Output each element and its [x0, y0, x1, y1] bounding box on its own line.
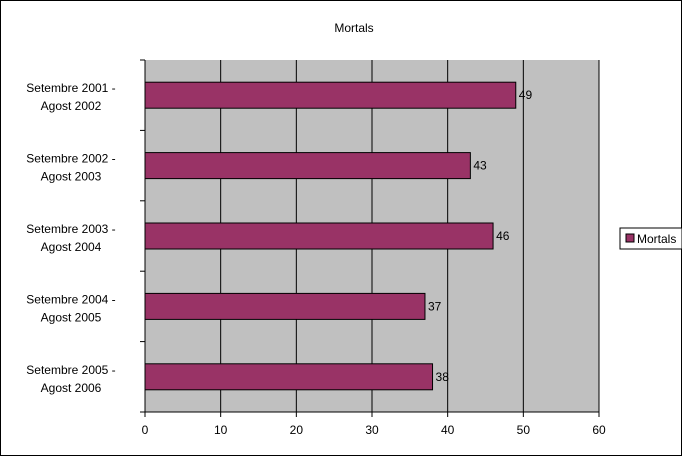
data-label: 49 [519, 88, 533, 102]
bar-2[interactable] [144, 152, 471, 180]
data-label: 37 [428, 299, 442, 313]
category-label: Setembre 2003 - [26, 222, 115, 236]
data-label: 46 [496, 229, 510, 243]
x-tick-label: 20 [290, 423, 304, 437]
bar-4[interactable] [144, 292, 426, 320]
legend-swatch [625, 233, 635, 243]
legend-box [619, 227, 682, 250]
x-tick-label: 10 [214, 423, 228, 437]
bar-5[interactable] [144, 363, 434, 391]
category-label: Agost 2004 [41, 240, 102, 254]
x-tick-label: 50 [517, 423, 531, 437]
legend-label: Mortals [637, 232, 676, 246]
data-label: 38 [436, 370, 450, 384]
bar-1[interactable] [144, 81, 517, 109]
category-label: Agost 2002 [41, 99, 102, 113]
category-label: Setembre 2004 - [26, 292, 115, 306]
x-tick-label: 30 [365, 423, 379, 437]
x-tick-label: 40 [441, 423, 455, 437]
category-label: Setembre 2005 - [26, 363, 115, 377]
category-label: Setembre 2002 - [26, 152, 115, 166]
category-label: Setembre 2001 - [26, 81, 115, 95]
category-label: Agost 2006 [41, 381, 102, 395]
category-label: Agost 2005 [41, 310, 102, 324]
chart-title: Mortals [334, 21, 373, 35]
x-tick-label: 0 [142, 423, 149, 437]
category-label: Agost 2003 [41, 170, 102, 184]
x-tick-label: 60 [592, 423, 606, 437]
data-label: 43 [473, 159, 487, 173]
bar-3[interactable] [144, 222, 494, 250]
